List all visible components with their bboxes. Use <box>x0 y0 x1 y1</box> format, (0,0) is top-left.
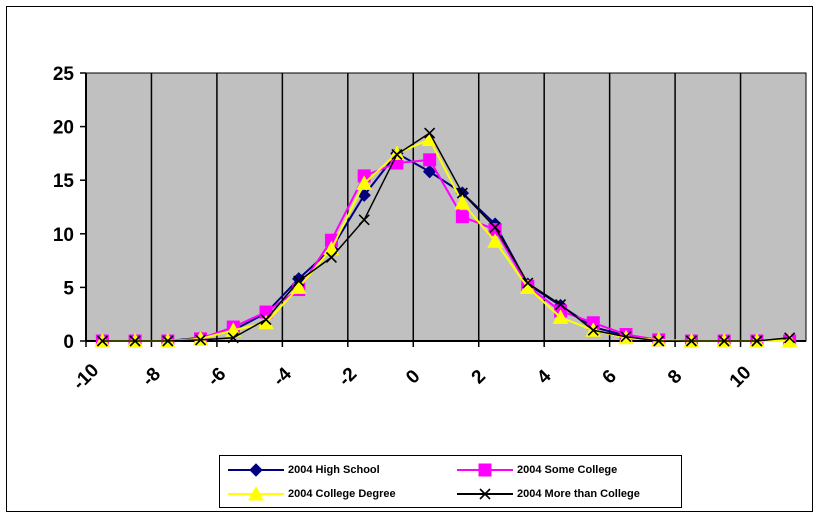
data-point <box>293 275 305 287</box>
data-point <box>162 335 174 347</box>
data-point <box>391 148 403 161</box>
data-point <box>192 330 209 346</box>
data-point <box>653 335 665 347</box>
chart-frame: 0 5 10 15 20 25 -10 -8 -6 -4 -2 0 2 4 6 8 10 2004 High S… <box>6 6 813 512</box>
x-tick-label: -4 <box>269 363 296 390</box>
y-tick-label: 0 <box>63 332 74 353</box>
data-point <box>225 322 242 337</box>
legend-item: 2004 High School <box>226 460 380 480</box>
legend-item: 2004 More than College <box>455 484 640 504</box>
data-point <box>260 313 272 326</box>
legend-marker <box>478 463 492 477</box>
data-point <box>358 214 370 226</box>
x-tick-label: -6 <box>204 364 231 391</box>
data-point <box>784 332 796 344</box>
data-point <box>650 331 667 347</box>
data-point <box>227 332 239 344</box>
series-line <box>102 131 790 342</box>
data-point <box>685 335 698 347</box>
series-4 <box>96 127 796 347</box>
x-tick-label: 10 <box>726 362 756 392</box>
legend-marker <box>248 485 264 501</box>
data-point <box>325 251 338 263</box>
data-point <box>587 324 599 336</box>
data-point <box>552 309 569 324</box>
legend-label: 2004 College Degree <box>288 488 396 500</box>
x-tick-label: 0 <box>402 366 424 388</box>
y-tick-label: 10 <box>53 225 74 246</box>
data-point <box>522 277 534 289</box>
x-tick-label: -8 <box>138 364 165 391</box>
x-tick-label: -10 <box>69 360 103 394</box>
x-tick-label: 4 <box>533 366 556 389</box>
legend-swatch <box>457 463 513 477</box>
data-point <box>129 335 141 347</box>
legend-item: 2004 College Degree <box>226 484 396 504</box>
legend: 2004 High School 2004 Some College 2004 Co… <box>219 455 682 508</box>
data-point <box>751 335 763 347</box>
plot-area <box>85 72 807 342</box>
data-point <box>454 194 471 210</box>
data-point <box>423 153 437 167</box>
legend-swatch <box>228 463 284 477</box>
x-tick-label: 6 <box>599 366 621 388</box>
y-tick-label: 5 <box>63 278 74 299</box>
data-point <box>554 298 567 311</box>
data-point <box>422 164 437 179</box>
y-tick-label: 15 <box>53 171 75 192</box>
data-point <box>718 335 730 347</box>
x-tick-label: -2 <box>335 364 362 391</box>
legend-label: 2004 High School <box>288 464 380 476</box>
data-point <box>96 335 108 347</box>
legend-marker <box>479 488 491 500</box>
data-point <box>487 233 503 248</box>
legend-swatch <box>228 485 284 501</box>
data-point <box>356 175 373 190</box>
data-point <box>424 127 436 139</box>
data-point <box>323 240 340 256</box>
legend-label: 2004 Some College <box>517 464 618 476</box>
data-point <box>194 334 207 346</box>
x-tick-label: 2 <box>468 366 490 388</box>
y-tick-label: 20 <box>53 118 74 139</box>
legend-marker <box>249 463 263 477</box>
data-point <box>620 331 632 343</box>
x-tick-label: 8 <box>664 366 686 388</box>
legend-item: 2004 Some College <box>455 460 617 480</box>
legend-swatch <box>457 488 513 500</box>
line-chart: 0 5 10 15 20 25 -10 -8 -6 -4 -2 0 2 4 6 8 10 <box>53 64 807 394</box>
data-point <box>456 187 468 199</box>
data-point <box>455 210 469 224</box>
y-tick-label: 25 <box>53 64 75 85</box>
data-point <box>489 221 501 233</box>
legend-label: 2004 More than College <box>517 488 640 500</box>
data-point <box>290 279 307 294</box>
